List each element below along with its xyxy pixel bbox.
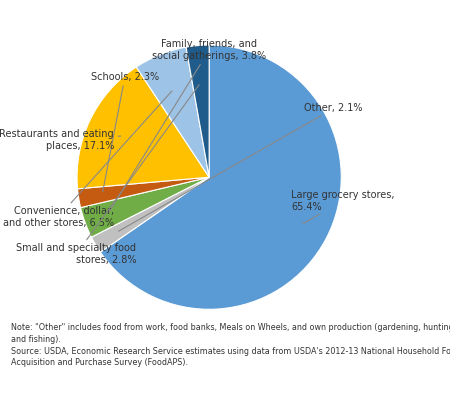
Wedge shape <box>77 177 209 208</box>
Wedge shape <box>186 45 209 177</box>
Text: Other, 2.1%: Other, 2.1% <box>118 104 363 231</box>
Text: Large grocery stores,
65.4%: Large grocery stores, 65.4% <box>291 190 395 224</box>
Wedge shape <box>100 45 341 309</box>
Wedge shape <box>136 47 209 177</box>
Text: Schools, 2.3%: Schools, 2.3% <box>91 72 159 192</box>
Text: Restaurants and eating
places, 17.1%: Restaurants and eating places, 17.1% <box>0 130 121 151</box>
Text: Family, friends, and
social gatherings, 3.8%: Family, friends, and social gatherings, … <box>109 39 266 212</box>
Text: Share of household calories by food source: Share of household calories by food sour… <box>7 13 332 26</box>
Wedge shape <box>77 67 209 189</box>
Text: Small and specialty food
stores, 2.8%: Small and specialty food stores, 2.8% <box>17 85 199 264</box>
Wedge shape <box>91 177 209 252</box>
Text: Convenience, dollar,
and other stores, 6.5%: Convenience, dollar, and other stores, 6… <box>3 91 172 228</box>
Wedge shape <box>81 177 209 237</box>
Text: Note: "Other" includes food from work, food banks, Meals on Wheels, and own prod: Note: "Other" includes food from work, f… <box>11 323 450 367</box>
